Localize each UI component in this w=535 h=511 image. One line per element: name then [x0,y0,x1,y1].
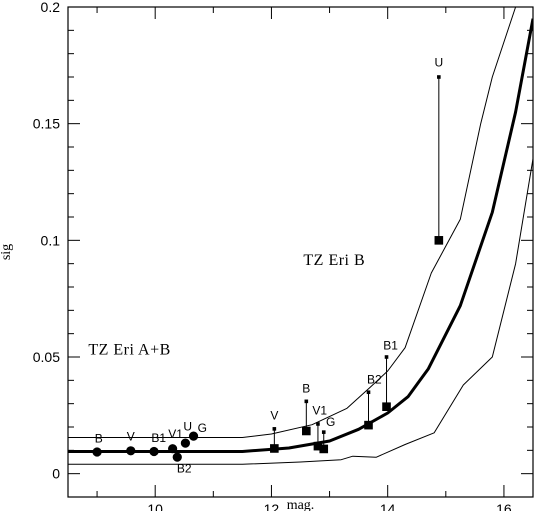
error-end-V1 [316,422,320,426]
point-label-V: V [127,429,135,443]
error-end-G [321,430,326,434]
point-label-U: U [183,419,192,433]
point-label-V1: V1 [168,427,183,441]
x-tick-label: 16 [496,501,512,511]
point-circle-B1 [149,446,159,457]
point-label-B: B [302,381,310,395]
points-layer [92,75,444,462]
x-tick-label: 14 [380,501,396,511]
error-end-U [437,75,441,79]
plot-frame [67,6,534,498]
point-label-V1: V1 [312,404,327,418]
point-label-G: G [198,421,207,435]
point-circle-B2 [172,452,182,462]
ticks-layer: 10 12 14 16 0 0.05 0.1 0.15 0.2 [33,0,533,511]
y-axis-label: sig [0,244,14,260]
median-curve-0 [68,18,533,453]
point-square-V1 [313,441,323,451]
point-square-G [319,444,329,454]
x-axis-label: mag. [287,498,315,511]
y-tick-label: 0 [52,466,60,482]
y-tick-label: 0.05 [33,349,60,365]
point-circle-B [92,447,102,457]
curves-layer [68,7,533,465]
envelope-curve-2 [68,158,533,465]
point-square-B2 [364,420,373,430]
point-square-U [434,236,444,245]
point-label-V: V [270,408,278,422]
point-label-B2: B2 [367,373,382,387]
error-end-B2 [366,390,371,395]
x-tick-label: 12 [264,501,280,511]
envelope-curve-1 [68,7,517,438]
error-end-B1 [384,355,389,359]
point-circle-V1 [168,444,178,454]
annotation-1: TZ Eri B [303,252,365,269]
point-circle-G [188,431,199,441]
error-end-B [304,399,309,404]
point-label-U: U [435,56,444,70]
point-label-B1: B1 [383,339,398,353]
error-end-V [272,427,277,431]
point-circle-V [126,446,136,456]
y-tick-label: 0.15 [33,116,60,132]
point-label-B: B [95,432,103,446]
annotation-0: TZ Eri A+B [88,342,170,359]
point-square-V [270,444,279,453]
point-circle-U [180,438,191,448]
x-tick-label: 10 [147,501,163,511]
y-tick-label: 0.1 [41,232,61,248]
point-square-B1 [382,402,391,411]
point-label-B2: B2 [177,461,192,475]
y-tick-label: 0.2 [41,0,61,15]
point-label-G: G [326,415,335,429]
point-label-B1: B1 [151,431,166,445]
point-square-B [302,426,311,436]
